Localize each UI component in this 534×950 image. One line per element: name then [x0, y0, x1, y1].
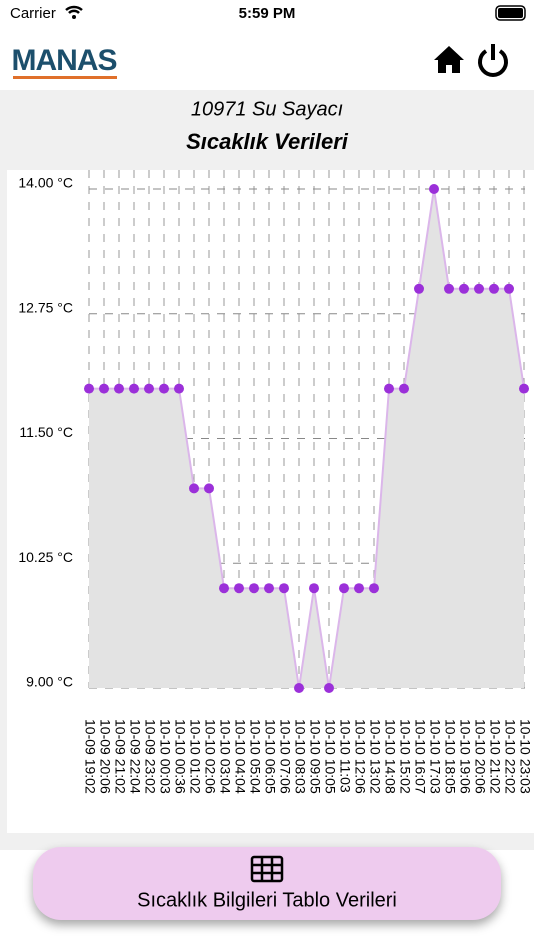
- point: [489, 283, 499, 294]
- point: [264, 583, 274, 594]
- x-tick-label: 10-10 17:03: [427, 719, 443, 794]
- wifi-icon: [65, 5, 83, 14]
- y-tick-label: 9.00 °C: [26, 674, 73, 690]
- x-tick-label: 10-10 13:02: [367, 719, 383, 794]
- button-label: Sıcaklık Bilgileri Tablo Verileri: [137, 889, 397, 911]
- point: [219, 583, 229, 594]
- point: [249, 583, 259, 594]
- power-button[interactable]: [478, 49, 508, 77]
- point: [309, 583, 319, 594]
- wifi-dot: [72, 15, 76, 19]
- x-tick-label: 10-10 15:02: [397, 719, 413, 794]
- plot: 9.00 °C 10.25 °C 11.50 °C 12.75 °C 14.00 °C 1…: [18, 170, 533, 794]
- point: [339, 583, 349, 594]
- x-tick-label: 10-10 20:06: [472, 719, 488, 794]
- point: [234, 583, 244, 594]
- point: [369, 583, 379, 594]
- x-tick-label: 10-10 22:02: [502, 719, 518, 794]
- x-tick-label: 10-10 07:06: [277, 719, 293, 794]
- subtitle: 10971 Su Sayacı: [191, 98, 343, 120]
- point: [129, 383, 139, 394]
- point: [324, 683, 334, 693]
- y-tick-label: 14.00 °C: [18, 175, 73, 191]
- x-tick-label: 10-10 21:02: [487, 719, 503, 794]
- x-tick-label: 10-10 10:05: [322, 719, 338, 794]
- x-tick-label: 10-10 11:03: [337, 719, 353, 793]
- x-tick-label: 10-10 16:07: [412, 719, 428, 794]
- point: [204, 483, 214, 494]
- point: [444, 283, 454, 294]
- point: [474, 283, 484, 294]
- logo: MANAS: [12, 44, 117, 77]
- home-button[interactable]: [434, 46, 464, 73]
- x-tick-label: 10-10 06:05: [262, 719, 278, 794]
- battery: [495, 5, 526, 21]
- x-tick-label: 10-10 04:04: [232, 719, 248, 794]
- point: [414, 283, 424, 294]
- clock: 5:59 PM: [239, 5, 296, 22]
- point: [504, 283, 514, 294]
- point: [159, 383, 169, 394]
- x-tick-label: 10-10 19:06: [457, 719, 473, 794]
- x-tick-label: 10-10 00:36: [172, 719, 188, 794]
- carrier: Carrier: [10, 5, 56, 22]
- point: [99, 383, 109, 394]
- x-tick-label: 10-10 01:02: [187, 719, 203, 794]
- x-tick-label: 10-10 00:03: [157, 719, 173, 794]
- x-tick-label: 10-10 05:04: [247, 719, 263, 794]
- x-tick-label: 10-09 23:02: [142, 719, 158, 794]
- title: Sıcaklık Verileri: [186, 129, 349, 154]
- point: [189, 483, 199, 494]
- point: [279, 583, 289, 594]
- y-tick-label: 10.25 °C: [18, 549, 73, 565]
- point: [399, 383, 409, 394]
- y-tick-label: 12.75 °C: [18, 299, 73, 315]
- point: [429, 184, 439, 194]
- x-tick-label: 10-10 02:06: [202, 719, 218, 794]
- point: [519, 383, 529, 394]
- point: [114, 383, 124, 394]
- y-tick-label: 11.50 °C: [19, 424, 73, 440]
- point: [384, 383, 394, 394]
- x-tick-label: 10-10 09:05: [307, 719, 323, 794]
- x-tick-label: 10-09 19:02: [82, 719, 98, 794]
- point: [174, 383, 184, 394]
- point: [84, 383, 94, 394]
- battery-level: [498, 8, 523, 18]
- logo-underline: [13, 76, 117, 79]
- x-tick-label: 10-09 22:04: [127, 719, 143, 794]
- x-tick-label: 10-09 21:02: [112, 719, 128, 794]
- point: [459, 283, 469, 294]
- x-tick-label: 10-09 20:06: [97, 719, 113, 794]
- x-tick-label: 10-10 08:03: [292, 719, 308, 794]
- point: [354, 583, 364, 594]
- x-tick-label: 10-10 03:04: [217, 719, 233, 794]
- table-button[interactable]: [33, 847, 501, 920]
- x-tick-label: 10-10 12:06: [352, 719, 368, 794]
- point: [144, 383, 154, 394]
- point: [294, 683, 304, 693]
- x-tick-label: 10-10 14:08: [382, 719, 398, 794]
- x-tick-label: 10-10 23:03: [517, 719, 533, 794]
- x-tick-label: 10-10 18:05: [442, 719, 458, 794]
- table-icon: [250, 855, 284, 883]
